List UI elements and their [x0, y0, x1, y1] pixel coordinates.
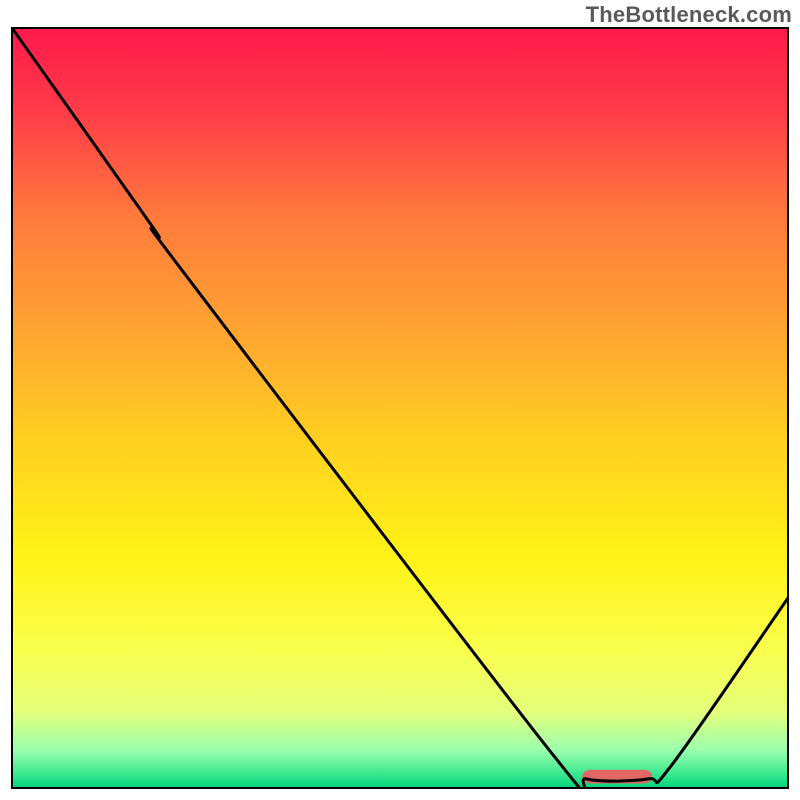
- gradient-background: [12, 28, 788, 788]
- watermark-text: TheBottleneck.com: [586, 2, 792, 28]
- chart-container: { "watermark": { "text": "TheBottleneck.…: [0, 0, 800, 800]
- bottleneck-chart: [0, 0, 800, 800]
